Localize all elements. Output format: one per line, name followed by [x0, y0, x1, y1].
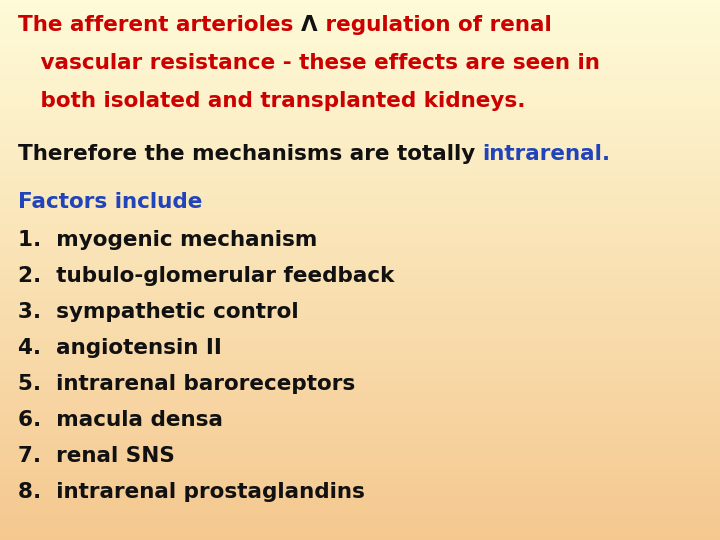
- Text: 7.  renal SNS: 7. renal SNS: [18, 446, 175, 466]
- Text: 5.  intrarenal baroreceptors: 5. intrarenal baroreceptors: [18, 374, 355, 394]
- Text: both isolated and transplanted kidneys.: both isolated and transplanted kidneys.: [18, 91, 526, 111]
- Text: 3.  sympathetic control: 3. sympathetic control: [18, 302, 299, 322]
- Text: 1.  myogenic mechanism: 1. myogenic mechanism: [18, 230, 318, 250]
- Text: intrarenal.: intrarenal.: [482, 144, 611, 164]
- Text: 8.  intrarenal prostaglandins: 8. intrarenal prostaglandins: [18, 482, 365, 502]
- Text: Factors include: Factors include: [18, 192, 202, 212]
- Text: Therefore the mechanisms are totally: Therefore the mechanisms are totally: [18, 144, 482, 164]
- Text: vascular resistance - these effects are seen in: vascular resistance - these effects are …: [18, 53, 600, 73]
- Text: Λ: Λ: [301, 15, 318, 35]
- Text: 2.  tubulo-glomerular feedback: 2. tubulo-glomerular feedback: [18, 266, 395, 286]
- Text: regulation of renal: regulation of renal: [318, 15, 552, 35]
- Text: The afferent arterioles: The afferent arterioles: [18, 15, 301, 35]
- Text: 4.  angiotensin II: 4. angiotensin II: [18, 338, 222, 358]
- Text: 6.  macula densa: 6. macula densa: [18, 410, 223, 430]
